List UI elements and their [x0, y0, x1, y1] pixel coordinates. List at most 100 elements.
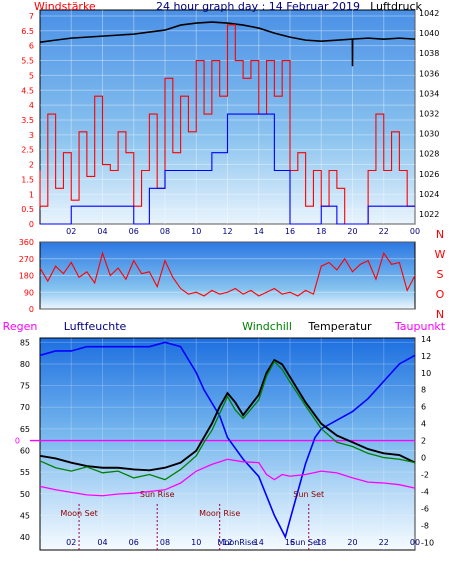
pressure-right-tick-label: 1038	[419, 49, 439, 58]
moon_rise-label: Moon Rise	[199, 509, 240, 518]
temperature-right-tick-label: -8	[421, 521, 429, 530]
series-wind_direction	[39, 251, 416, 297]
wind-x-tick-label: 14	[254, 227, 264, 236]
legend-dewpoint: Taupunkt	[394, 320, 446, 333]
wind-pressure-title: 24 hour graph day : 14 Februar 2019	[156, 0, 360, 13]
wind-strength-label: Windstärke	[34, 0, 96, 13]
direction-left-tick-label: 0	[29, 305, 34, 314]
legend-temperature: Temperatur	[307, 320, 372, 333]
series-pressure	[39, 21, 416, 67]
temperature-right-tick-label: 6	[421, 403, 426, 412]
wind-direction-grid	[40, 241, 415, 310]
temperature-x-tick-label: 22	[379, 538, 389, 547]
direction-left-tick-label: 90	[24, 288, 34, 297]
wind-left-tick-label: 4	[29, 101, 34, 110]
sun-moon-annotations: Moon Set Sun Rise Moon Rise Sun Set MoonRise…	[60, 490, 324, 550]
temperature-right-tick-label: -4	[421, 487, 429, 496]
legend-humidity: Luftfeuchte	[64, 320, 127, 333]
pressure-right-tick-label: 1028	[419, 150, 439, 159]
wind-left-tick-label: 6	[29, 42, 34, 51]
sun_set-label: Sun Set	[293, 490, 324, 499]
temperature-humidity-series	[30, 341, 416, 540]
series-windchill	[39, 360, 416, 481]
temperature-right-tick-label: 10	[421, 369, 431, 378]
pressure-right-tick-label: 1032	[419, 109, 439, 118]
wind-pressure-series	[39, 21, 416, 225]
series-wind_avg	[40, 113, 415, 225]
temperature-x-tick-label: 16	[285, 538, 295, 547]
wind-left-tick-label: 5.5	[21, 57, 34, 66]
wind-left-tick-label: 3.5	[21, 116, 34, 125]
humidity-left-tick-label: 65	[20, 425, 30, 434]
legend-windchill: Windchill	[242, 320, 292, 333]
wind-x-tick-label: 22	[379, 227, 389, 236]
wind-x-tick-label: 02	[66, 227, 76, 236]
temperature-right-tick-label: 0	[421, 454, 426, 463]
temperature-right-tick-label: 2	[421, 437, 426, 446]
temperature-x-tick-label: 14	[254, 538, 264, 547]
wind-direction-letter: W	[435, 248, 446, 261]
wind-x-tick-label: 12	[222, 227, 232, 236]
wind-left-tick-label: 4.5	[21, 86, 34, 95]
pressure-right-tick-label: 1022	[419, 210, 439, 219]
wind-left-tick-label: 2.5	[21, 146, 34, 155]
wind-x-tick-label: 18	[316, 227, 326, 236]
temperature-right-tick-label: -10	[421, 538, 434, 547]
temperature-x-tick-label: 20	[347, 538, 357, 547]
humidity-left-tick-label: 60	[20, 446, 30, 455]
wind-left-tick-label: 0	[29, 220, 34, 229]
temperature-humidity-grid	[40, 338, 416, 550]
sun_rise-label: Sun Rise	[140, 490, 175, 499]
temperature-humidity-plot-area	[39, 337, 416, 551]
wind-left-tick-label: 7	[29, 12, 34, 21]
temperature-x-tick-label: 10	[191, 538, 201, 547]
wind-direction-letter: N	[436, 228, 444, 241]
wind-direction-letter: N	[436, 308, 444, 321]
wind-x-tick-label: 10	[191, 227, 201, 236]
pressure-right-tick-label: 1026	[419, 170, 439, 179]
direction-left-tick-label: 180	[19, 272, 34, 281]
moon_set-label: Moon Set	[60, 509, 97, 518]
series-humidity	[39, 341, 416, 540]
wind-left-tick-label: 0.5	[21, 205, 34, 214]
legend-rain: Regen	[3, 320, 38, 333]
sunset-overlay-label: Sun Set	[290, 538, 321, 547]
wind-left-tick-label: 1	[29, 190, 34, 199]
temperature-x-tick-label: 08	[160, 538, 170, 547]
series-temperature	[39, 358, 416, 472]
humidity-left-tick-label: 80	[20, 360, 30, 369]
temperature-right-tick-label: -2	[421, 471, 429, 480]
pressure-right-tick-label: 1030	[419, 130, 439, 139]
wind-direction-axis-ticks: 0 90 180 270 360	[19, 238, 34, 314]
temperature-x-tick-label: 18	[316, 538, 326, 547]
direction-left-tick-label: 270	[19, 255, 34, 264]
wind-x-tick-label: 00	[410, 227, 420, 236]
temperature-x-tick-label: 12	[222, 538, 232, 547]
pressure-label: Luftdruck	[370, 0, 422, 13]
wind-direction-letter: S	[437, 268, 444, 281]
wind-x-tick-label: 04	[97, 227, 107, 236]
temperature-right-tick-label: -6	[421, 504, 429, 513]
wind-x-tick-label: 20	[347, 227, 357, 236]
humidity-left-tick-label: 85	[20, 338, 30, 347]
series-wind_gust	[39, 24, 415, 225]
pressure-right-tick-label: 1024	[419, 190, 439, 199]
temperature-x-tick-label: 02	[66, 538, 76, 547]
wind-x-tick-label: 16	[285, 227, 295, 236]
wind-pressure-panel: 00.511.522.533.544.555.566.5710221024102…	[21, 0, 439, 236]
wind-pressure-axis-ticks: 00.511.522.533.544.555.566.5710221024102…	[21, 9, 439, 236]
wind-left-tick-label: 1.5	[21, 175, 34, 184]
wind-left-tick-label: 6.5	[21, 27, 34, 36]
pressure-right-tick-label: 1040	[419, 29, 439, 38]
humidity-left-tick-label: 50	[20, 490, 30, 499]
wind-left-tick-label: 3	[29, 131, 34, 140]
temperature-right-tick-label: 8	[421, 386, 426, 395]
wind-x-tick-label: 06	[129, 227, 139, 236]
humidity-left-tick-label: 40	[20, 533, 30, 542]
temperature-right-tick-label: 4	[421, 420, 426, 429]
temperature-x-tick-label: 04	[97, 538, 107, 547]
